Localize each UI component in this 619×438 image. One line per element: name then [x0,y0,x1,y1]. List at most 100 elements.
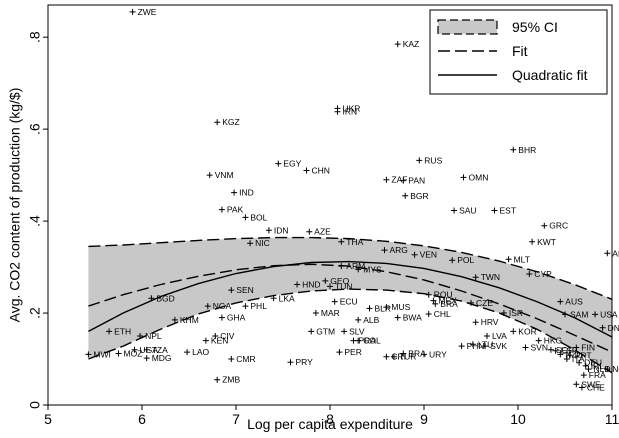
data-point-lka: LKA [270,293,295,303]
point-marker [573,381,580,388]
point-marker [308,328,315,335]
data-point-moz: MOZ [115,349,143,359]
point-marker [242,214,249,221]
data-point-prt: PRT [566,350,592,360]
point-label: MLT [514,254,530,264]
point-label: PHL [250,301,267,311]
data-point-esp: ESP [552,346,578,356]
point-label: HRV [481,317,499,327]
point-label: MEX [438,296,457,306]
point-marker [472,319,479,326]
data-point-sam: SAM [562,309,588,319]
data-point-phn: PHN [458,341,485,351]
data-point-pry: PRY [287,357,314,367]
point-label: ZAF [391,175,407,185]
point-marker [228,287,235,294]
point-marker [231,189,238,196]
point-label: USA [600,309,618,319]
point-label: PRY [296,357,314,367]
data-point-blr: BLR [366,303,391,313]
ci-upper-bound [88,236,613,300]
point-label: SAU [459,206,476,216]
x-tick-label: 11 [605,411,619,427]
point-label: TUN [335,281,352,291]
point-label: COL [363,336,381,346]
point-marker [402,192,409,199]
point-marker [247,240,254,247]
point-label: SVN [531,343,548,353]
point-marker [306,228,313,235]
point-label: MYS [363,264,382,274]
x-tick-label: 7 [232,411,240,427]
point-marker [526,271,533,277]
data-point-mus: MUS [383,302,411,312]
point-label: LTU [478,339,493,349]
point-label: TUR [399,352,416,362]
data-point-tza: TZA [143,345,168,355]
point-label: ECU [340,297,358,307]
point-marker [143,355,150,362]
data-point-arg: ARG [381,245,408,255]
point-marker [529,238,536,245]
data-point-bwa: BWA [394,313,422,323]
point-label: PRA [359,336,377,346]
point-label: ESP [561,346,578,356]
data-point-kwt: KWT [529,237,556,247]
point-marker [547,346,554,353]
point-marker [535,337,542,344]
point-marker [416,157,423,164]
point-label: PHN [467,341,485,351]
data-point-rou: ROU [425,290,453,300]
point-marker [383,304,390,311]
point-label: KOR [518,326,536,336]
point-label: AUS [565,297,583,307]
point-label: LVA [492,331,507,341]
data-point-alb: ALB [355,315,380,325]
data-point-nor: NOR [604,364,619,374]
point-label: CYP [534,269,552,279]
data-point-ury: URY [421,349,447,359]
ci-band [88,237,612,373]
x-tick-label: 9 [420,411,428,427]
point-label: NZL [565,349,581,359]
point-marker [458,343,465,350]
point-label: NGA [213,301,232,311]
data-point-eth: ETH [106,326,131,336]
point-marker [582,362,589,369]
point-marker [449,257,456,264]
point-marker [218,206,225,213]
point-label: LAO [192,347,209,357]
data-point-ltu: LTU [469,339,493,349]
point-marker [522,344,529,351]
point-marker [482,343,489,350]
point-label: EGY [283,159,301,169]
point-label: BRA [408,349,426,359]
point-label: MAR [321,308,340,318]
curve-layer [88,260,613,353]
point-marker [334,108,341,115]
point-label: ARM [346,261,365,271]
point-label: MUS [391,302,410,312]
point-label: THA [346,237,363,247]
point-marker [592,311,599,318]
data-point-vnm: VNM [206,170,234,180]
point-label: GTM [316,326,335,336]
point-marker [460,174,467,181]
point-marker [510,328,517,335]
point-label: MOZ [124,349,143,359]
point-marker [390,353,397,360]
data-point-sau: SAU [451,206,477,216]
data-point-egy: EGY [275,159,302,169]
data-point-hkg: HKG [535,336,562,346]
point-label: BGD [156,293,174,303]
data-point-aze: AZE [306,227,331,237]
point-label: PAK [227,205,244,215]
point-label: BGR [410,191,428,201]
point-label: DEU [584,358,602,368]
point-marker [338,263,345,270]
data-point-npl: NPL [137,331,162,341]
y-tick-label: .2 [27,307,43,319]
point-marker [115,350,122,357]
point-label: SEN [236,285,253,295]
point-marker [566,352,573,359]
